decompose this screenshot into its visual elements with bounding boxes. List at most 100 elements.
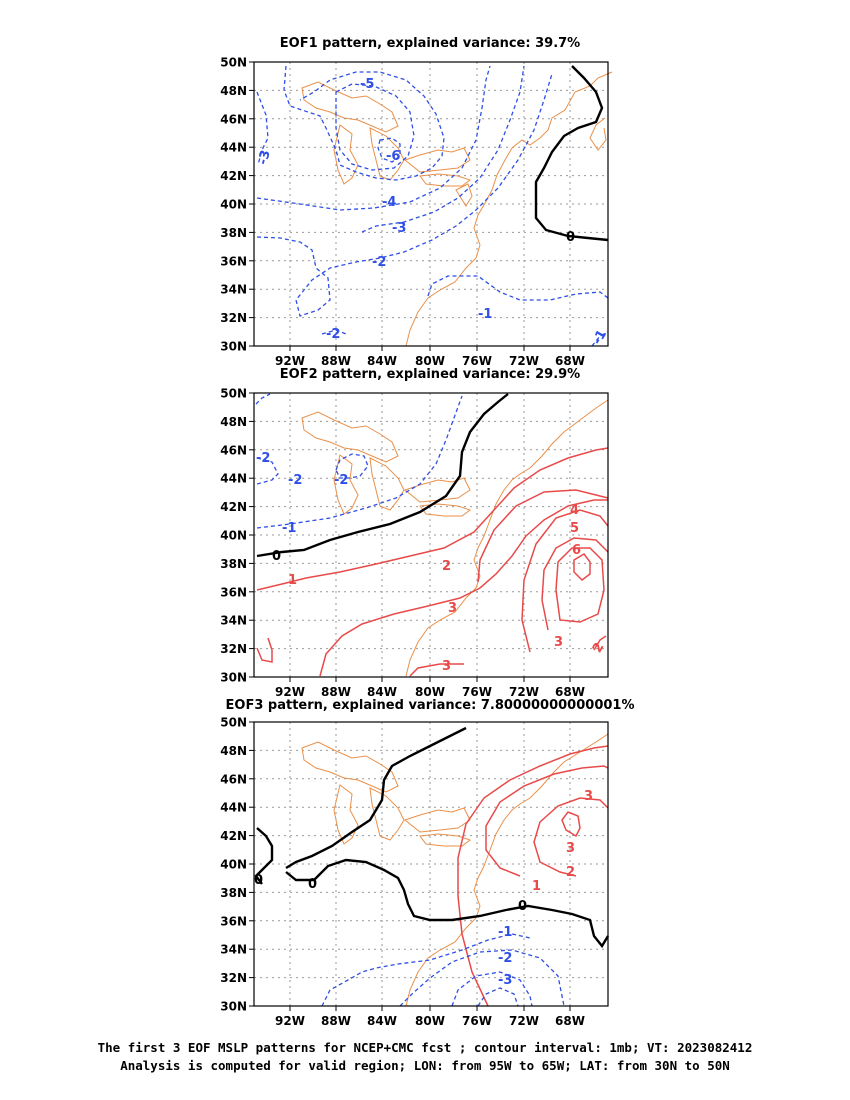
eof1-lon-label-4: 76W: [462, 354, 492, 368]
eof3-coastlines: [301, 733, 609, 1007]
eof1-lat-label-3: 44N: [220, 141, 247, 155]
eof3-grid: [254, 722, 608, 1006]
eof2-label-minus1: -1: [282, 521, 296, 536]
eof3-lat-label-3: 44N: [220, 801, 247, 815]
eof2-coastlines: [301, 399, 609, 677]
eof2-lat-label-0: 50N: [220, 387, 247, 401]
figure-caption-line2: Analysis is computed for valid region; L…: [120, 1058, 730, 1073]
eof1-lon-label-2: 84W: [367, 354, 397, 368]
eof1-lat-label-0: 50N: [220, 56, 247, 70]
eof2-axis: 92W 88W 84W 80W 76W 72W 68W 50N 48N 46N 44N 42N 40N 3…: [220, 387, 585, 700]
eof3-label-1: 1: [532, 879, 541, 894]
eof2-label-3b: 3: [442, 659, 451, 674]
eof1-label-minus2: -2: [372, 255, 386, 270]
eof3-label-minus2: -2: [498, 951, 512, 966]
eof2-lat-label-2: 46N: [220, 443, 247, 457]
eof2-label-zero: 0: [272, 549, 281, 564]
eof3-lat-label-7: 36N: [220, 914, 247, 928]
eof2-lat-label-10: 30N: [220, 671, 247, 685]
eof1-map: -5 -6 -4 -3 -2 -1 -2 0 -3 -1 92W 88W 84W 80…: [220, 56, 613, 369]
eof3-lat-label-9: 32N: [220, 971, 247, 985]
eof2-label-minus2b: -2: [288, 473, 302, 488]
eof2-label-2: 2: [442, 559, 451, 574]
eof3-lon-label-0: 92W: [275, 1014, 305, 1028]
eof3-lat-label-0: 50N: [220, 716, 247, 730]
eof3-label-3a: 3: [584, 789, 593, 804]
eof3-label-minus1: -1: [498, 925, 512, 940]
eof1-coastlines: [301, 71, 613, 347]
eof1-title: EOF1 pattern, explained variance: 39.7%: [279, 36, 581, 51]
eof1-lon-label-5: 72W: [509, 354, 539, 368]
eof2-lon-label-0: 92W: [275, 685, 305, 699]
eof1-lon-label-1: 88W: [321, 354, 351, 368]
eof1-lat-label-8: 34N: [220, 283, 247, 297]
eof1-lat-label-2: 46N: [220, 112, 247, 126]
eof3-lon-label-1: 88W: [321, 1014, 351, 1028]
eof1-lon-label-0: 92W: [275, 354, 305, 368]
eof2-lon-label-1: 88W: [321, 685, 351, 699]
eof2-label-6: 6: [572, 543, 581, 558]
eof2-lon-label-2: 84W: [367, 685, 397, 699]
eof3-label-minus3: -3: [498, 973, 512, 988]
eof2-lat-label-3: 44N: [220, 472, 247, 486]
eof3-lon-label-4: 76W: [462, 1014, 492, 1028]
eof3-lon-label-2: 84W: [367, 1014, 397, 1028]
eof3-contours: [254, 726, 610, 1007]
eof2-label-1: 1: [288, 573, 297, 588]
eof1-axis: 92W 88W 84W 80W 76W 72W 68W 50N 48N 46N 44N 42N 40N 3…: [220, 56, 585, 369]
eof3-lon-label-5: 72W: [509, 1014, 539, 1028]
eof3-label-3b: 3: [566, 841, 575, 856]
figure-caption-line1: The first 3 EOF MSLP patterns for NCEP+C…: [97, 1040, 753, 1055]
eof1-lon-label-6: 68W: [555, 354, 585, 368]
eof1-label-minus3: -3: [392, 221, 406, 236]
eof2-label-minus2c: -2: [334, 473, 348, 488]
eof2-map: -2 -2 -2 -1 0 1 2 3 3 4 5 6 3 2 92W 88W 84…: [220, 387, 609, 700]
eof1-label-minus1b: -1: [590, 327, 610, 347]
eof3-lat-label-6: 38N: [220, 886, 247, 900]
eof1-lat-label-7: 36N: [220, 254, 247, 268]
eof1-label-zero: 0: [566, 230, 575, 245]
eof3-lat-label-1: 48N: [220, 744, 247, 758]
eof2-lat-label-8: 34N: [220, 614, 247, 628]
eof1-contour-labels: -5 -6 -4 -3 -2 -1 -2 0 -3 -1: [256, 77, 611, 347]
eof1-lat-label-5: 40N: [220, 198, 247, 212]
eof3-label-2: 2: [566, 865, 575, 880]
eof3-map: 3 3 2 1 0 0 0 -1 -2 -3 92W 88W 84W 80W 76W 72…: [220, 716, 610, 1028]
eof2-lat-label-5: 40N: [220, 529, 247, 543]
eof2-lat-label-4: 42N: [220, 500, 247, 514]
eof1-label-minus5: -5: [360, 77, 374, 92]
eof2-contours: [255, 393, 609, 677]
eof2-grid: [254, 393, 608, 677]
eof3-title: EOF3 pattern, explained variance: 7.8000…: [225, 698, 635, 713]
eof1-contours: [256, 65, 609, 347]
eof2-lon-label-3: 80W: [415, 685, 445, 699]
eof1-label-minus2b: -2: [326, 327, 340, 342]
eof3-lat-label-5: 40N: [220, 858, 247, 872]
eof1-lon-label-3: 80W: [415, 354, 445, 368]
eof3-lat-label-8: 34N: [220, 943, 247, 957]
eof2-label-5: 5: [570, 521, 579, 536]
eof2-label-minus2a: -2: [256, 451, 270, 466]
eof2-title: EOF2 pattern, explained variance: 29.9%: [279, 367, 581, 382]
eof2-label-3c: 3: [554, 635, 563, 650]
eof2-lat-label-9: 32N: [220, 642, 247, 656]
eof3-axis: 92W 88W 84W 80W 76W 72W 68W 50N 48N 46N 44N 42N 40N 3…: [220, 716, 585, 1029]
eof3-lon-label-6: 68W: [555, 1014, 585, 1028]
eof2-lon-label-4: 76W: [462, 685, 492, 699]
eof2-lon-label-5: 72W: [509, 685, 539, 699]
eof2-lat-label-1: 48N: [220, 415, 247, 429]
eof3-label-zero-c: 0: [254, 873, 263, 888]
eof1-label-minus6: -6: [386, 149, 400, 164]
eof1-label-minus1: -1: [478, 307, 492, 322]
eof1-lat-label-1: 48N: [220, 84, 247, 98]
eof2-lat-label-6: 38N: [220, 557, 247, 571]
eof3-contour-labels: 3 3 2 1 0 0 0 -1 -2 -3: [254, 789, 593, 988]
eof1-lat-label-6: 38N: [220, 226, 247, 240]
eof2-label-3a: 3: [448, 601, 457, 616]
eof1-grid: [254, 62, 608, 346]
eof1-label-minus4: -4: [382, 195, 396, 210]
eof1-label-minus3b: -3: [256, 149, 274, 167]
eof3-label-zero-b: 0: [308, 877, 317, 892]
eof3-lat-label-10: 30N: [220, 1000, 247, 1014]
eof2-lon-label-6: 68W: [555, 685, 585, 699]
